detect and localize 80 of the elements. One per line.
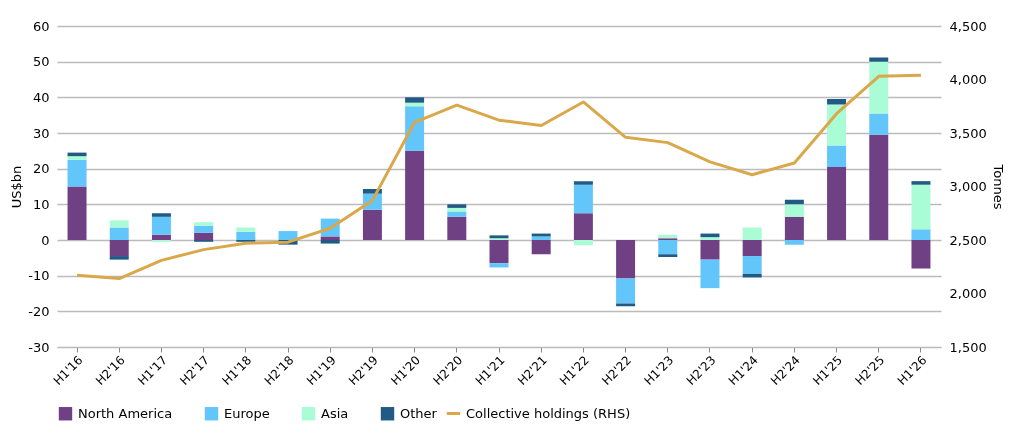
bar — [109, 240, 129, 257]
bar — [447, 216, 467, 240]
bar — [236, 227, 256, 232]
y-tick-label: -20 — [28, 303, 50, 319]
bar — [911, 240, 931, 269]
y-tick-label: -10 — [28, 268, 50, 284]
bar — [827, 145, 847, 167]
bar — [869, 113, 889, 135]
bar — [742, 227, 762, 240]
bar — [658, 254, 678, 258]
bar — [616, 240, 636, 279]
y-tick-label: 40 — [32, 89, 50, 105]
bar — [405, 97, 425, 103]
y-tick-label: 0 — [41, 232, 50, 248]
bar — [827, 166, 847, 240]
bar — [573, 240, 593, 246]
bar — [489, 240, 509, 264]
bar — [67, 186, 87, 240]
y-tick-label: 50 — [32, 54, 50, 70]
y-tick-label: 30 — [32, 125, 50, 141]
y-tick-label: -30 — [28, 339, 50, 355]
bar — [531, 240, 551, 255]
bar — [573, 181, 593, 185]
bar — [405, 150, 425, 240]
bar — [362, 209, 382, 240]
bar — [320, 240, 340, 244]
bar — [109, 227, 129, 240]
bar — [911, 181, 931, 185]
bar — [869, 61, 889, 114]
bar — [869, 134, 889, 240]
bar — [784, 216, 804, 240]
y2-tick-label: 4,000 — [949, 72, 987, 87]
y2-tick-label: 3,500 — [949, 125, 987, 141]
bar — [194, 225, 214, 233]
y2-tick-label: 4,500 — [949, 18, 987, 34]
bar — [573, 213, 593, 240]
bar — [700, 237, 720, 240]
bar — [911, 184, 931, 230]
bar — [67, 159, 87, 187]
bar — [151, 213, 171, 217]
legend-label: North America — [78, 405, 173, 421]
bar — [742, 256, 762, 274]
bar — [700, 240, 720, 260]
bar — [151, 234, 171, 240]
line-series — [75, 73, 923, 281]
bar — [911, 229, 931, 240]
y2-axis-title: Tonnes — [990, 163, 1006, 210]
bar — [236, 231, 256, 240]
bar — [869, 57, 889, 62]
y2-tick-label: 2,500 — [949, 232, 987, 248]
bar — [616, 278, 636, 304]
legend-label: Collective holdings (RHS) — [466, 405, 631, 421]
bar — [616, 303, 636, 307]
legend-label: Other — [400, 405, 438, 421]
y2-tick-label: 3,000 — [949, 179, 987, 194]
bar — [742, 240, 762, 257]
bar — [447, 211, 467, 217]
bar — [784, 204, 804, 217]
y-tick-label: 20 — [32, 161, 50, 177]
bar — [67, 156, 87, 160]
bar — [194, 232, 214, 240]
legend-label: Asia — [321, 405, 349, 421]
bar — [109, 256, 129, 260]
bar — [320, 236, 340, 240]
bar — [658, 240, 678, 255]
bar — [278, 231, 298, 240]
bar — [700, 259, 720, 289]
y-tick-label: 10 — [32, 196, 50, 212]
y2-tick-label: 2,000 — [949, 286, 987, 301]
bar — [447, 204, 467, 208]
bar — [194, 222, 214, 226]
y2-tick-label: 1,500 — [949, 339, 987, 355]
y-tick-label: 60 — [32, 18, 50, 34]
bar — [151, 216, 171, 235]
bar — [109, 220, 129, 228]
legend-label: Europe — [224, 405, 270, 421]
bar — [573, 184, 593, 214]
y-axis-title: US$bn — [9, 165, 25, 209]
bar — [784, 240, 804, 245]
bar — [827, 99, 847, 105]
